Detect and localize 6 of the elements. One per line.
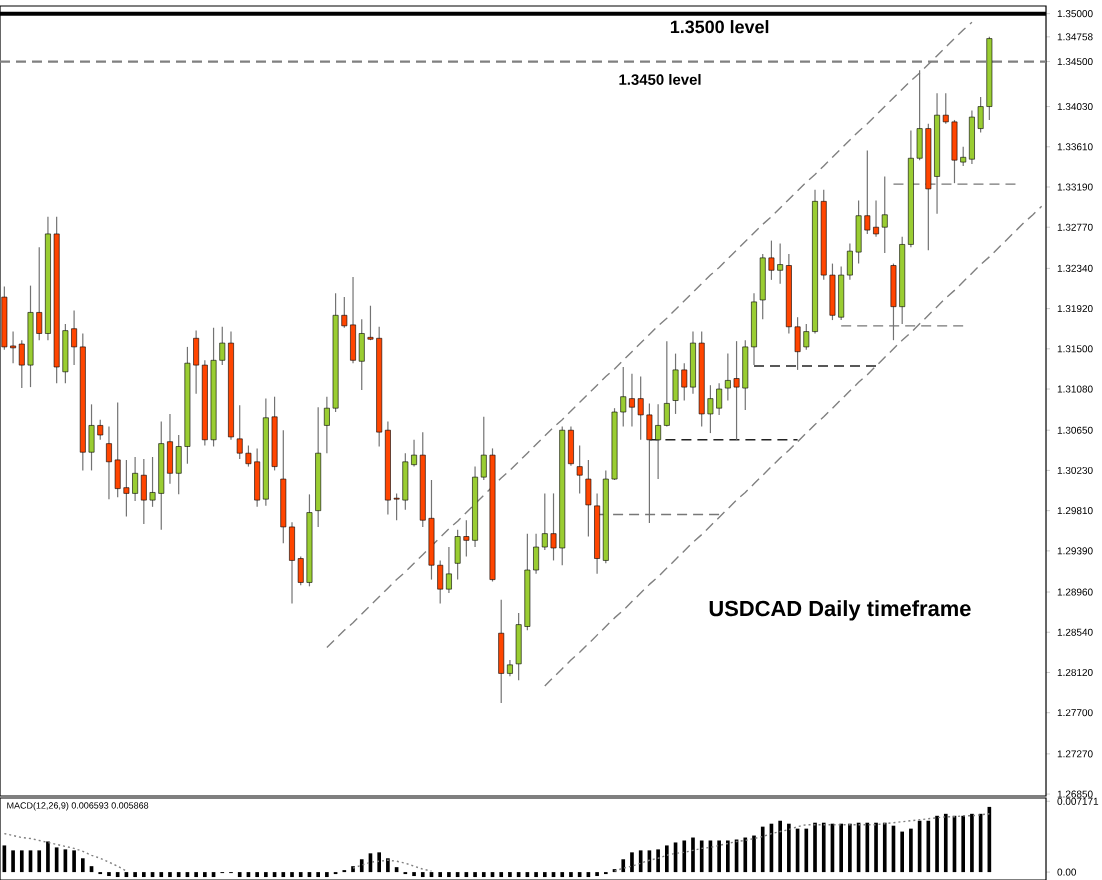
annotation: USDCAD Daily timeframe <box>709 600 971 621</box>
candlestick <box>951 119 958 184</box>
candlestick <box>881 175 888 254</box>
candlestick <box>576 444 583 495</box>
candlestick <box>498 599 505 704</box>
ref-line-label: 1.3500 level <box>670 20 769 34</box>
